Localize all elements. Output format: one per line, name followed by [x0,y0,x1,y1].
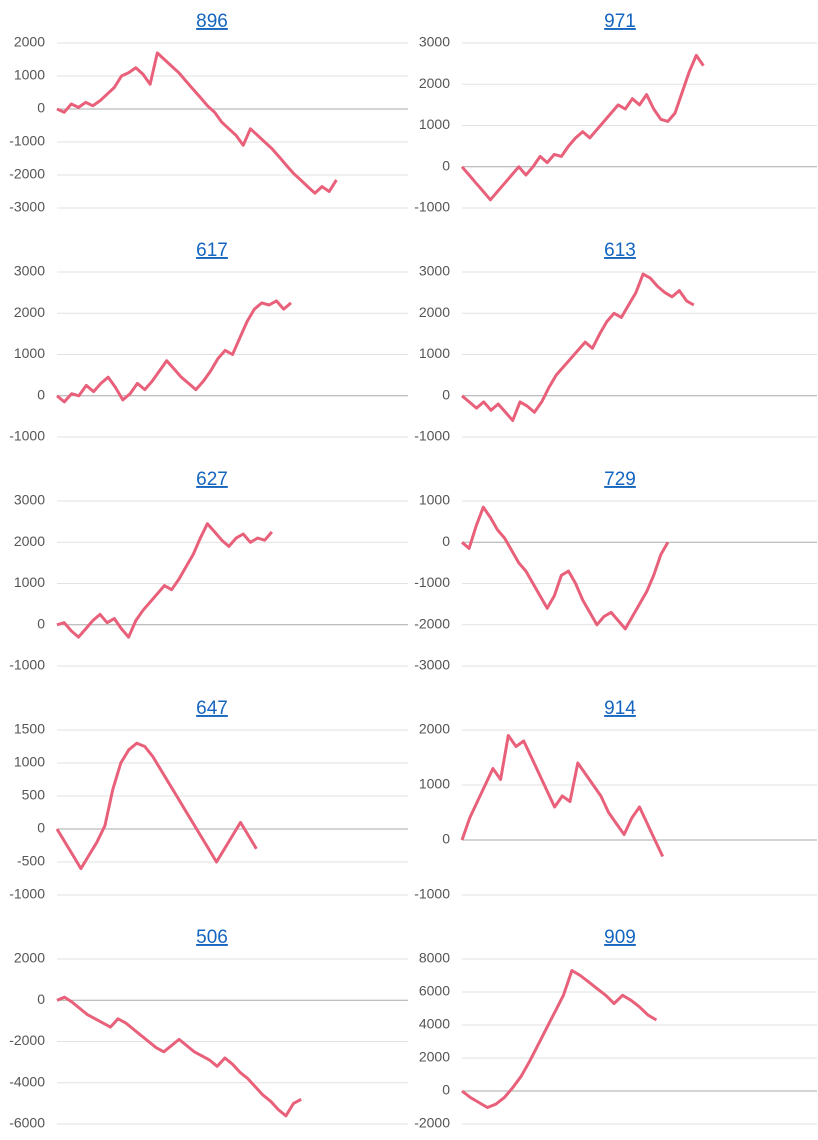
y-tick-label: -500 [17,853,45,869]
y-tick-label: -1000 [414,574,450,590]
y-tick-label: -1000 [9,886,45,902]
series-line [461,969,658,1109]
series-line [56,51,338,195]
chart-title[interactable]: 647 [196,698,228,719]
y-tick-label: 6000 [419,983,450,999]
y-tick-label: 1000 [14,67,45,83]
y-tick-label: 1000 [419,345,450,361]
chart-title[interactable]: 613 [604,240,636,261]
chart-title[interactable]: 909 [604,927,636,948]
y-tick-label: -1000 [9,133,45,149]
y-tick-label: 2000 [14,533,45,549]
y-tick-label: 3000 [14,492,45,508]
chart-title[interactable]: 896 [196,11,228,32]
series-line [461,272,695,422]
y-tick-label: 1000 [419,776,450,792]
y-tick-label: -4000 [9,1073,45,1089]
y-tick-label: 8000 [419,950,450,966]
chart-title[interactable]: 729 [604,469,636,490]
y-tick-label: 2000 [419,721,450,737]
y-tick-label: -2000 [9,1032,45,1048]
y-tick-label: 3000 [419,34,450,50]
y-tick-label: -1000 [414,428,450,444]
y-tick-label: 0 [442,386,450,402]
y-tick-label: -2000 [414,1115,450,1131]
y-tick-label: -2000 [9,166,45,182]
chart-title[interactable]: 617 [196,240,228,261]
y-tick-label: 3000 [14,263,45,279]
y-tick-label: 1000 [14,754,45,770]
chart-title[interactable]: 914 [604,698,636,719]
chart-title[interactable]: 627 [196,469,228,490]
y-tick-label: 2000 [14,950,45,966]
y-tick-label: 2000 [14,34,45,50]
y-tick-label: 0 [37,615,45,631]
y-tick-label: 1500 [14,721,45,737]
y-tick-label: -3000 [9,199,45,215]
y-tick-label: 2000 [14,304,45,320]
series-line [55,741,258,871]
chart-title[interactable]: 971 [604,11,636,32]
y-tick-label: -1000 [414,199,450,215]
y-tick-label: 500 [22,787,46,803]
y-tick-label: -2000 [414,615,450,631]
series-line [460,53,705,202]
series-line [56,995,302,1118]
y-tick-label: 1000 [14,574,45,590]
y-tick-label: 0 [37,820,45,836]
y-tick-label: -1000 [414,886,450,902]
y-tick-label: 0 [37,386,45,402]
y-tick-label: -1000 [9,428,45,444]
series-line [461,505,670,631]
y-tick-label: 1000 [419,116,450,132]
y-tick-label: 0 [442,831,450,847]
chart-title[interactable]: 506 [196,927,228,948]
y-tick-label: 2000 [419,75,450,91]
y-tick-label: 2000 [419,1049,450,1065]
y-tick-label: -1000 [9,657,45,673]
y-tick-label: 4000 [419,1016,450,1032]
y-tick-label: 1000 [419,492,450,508]
series-line [56,299,292,404]
y-tick-label: 3000 [419,263,450,279]
y-tick-label: 2000 [419,304,450,320]
y-tick-label: -6000 [9,1115,45,1131]
series-line [460,734,665,858]
y-tick-label: 0 [37,100,45,116]
y-tick-label: 0 [442,1082,450,1098]
y-tick-label: 0 [442,157,450,173]
y-tick-label: 1000 [14,345,45,361]
y-tick-label: -3000 [414,657,450,673]
series-line [56,522,274,639]
y-tick-label: 0 [442,533,450,549]
y-tick-label: 0 [37,991,45,1007]
